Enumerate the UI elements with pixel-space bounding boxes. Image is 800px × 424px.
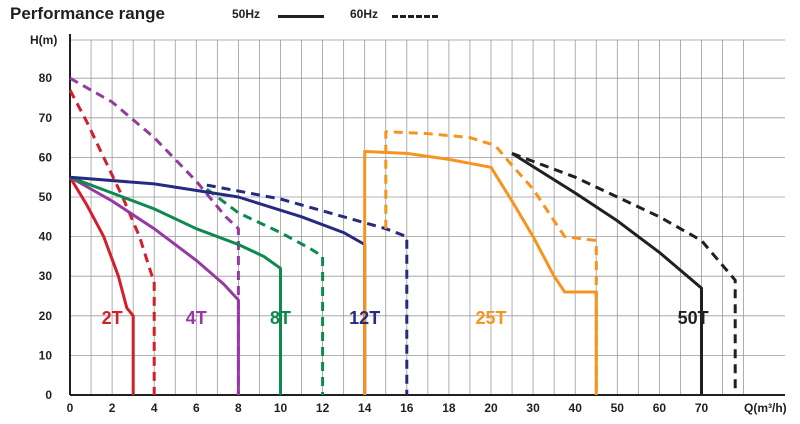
y-tick-label: 0 [45,388,52,402]
x-tick-label: 12 [316,401,330,415]
chart-title: Performance range [10,4,165,23]
x-tick-label: 30 [526,401,540,415]
y-tick-label: 80 [39,71,53,85]
legend-60hz-label: 60Hz [350,7,379,21]
chart-curves [68,76,737,395]
x-tick-label: 0 [67,401,74,415]
curve-2t-50hz [68,176,135,395]
curve-50t-60hz [511,151,737,395]
x-tick-label: 4 [151,401,158,415]
legend-50hz-solid-swatch [278,15,324,18]
curve-4t-50hz [69,175,240,395]
legend-50hz-label: 50Hz [232,7,261,21]
x-axis-title: Q(m³/h) [744,401,787,415]
y-axis-title: H(m) [30,33,57,47]
x-tick-label: 40 [569,401,583,415]
y-tick-label: 70 [39,111,53,125]
chart-axes: 0 10 20 30 40 50 60 70 80 0 2 4 6 8 10 12 14 16 18 20 30 40 50… [30,33,787,415]
legend-header: Performance range 50Hz 60Hz [0,0,800,30]
y-tick-label: 40 [39,230,53,244]
x-tick-label: 20 [484,401,498,415]
model-label-12t: 12T [349,308,380,328]
x-tick-label: 14 [358,401,372,415]
model-label-4t: 4T [186,308,207,328]
curve-4t-60hz [69,76,240,395]
x-tick-label: 10 [274,401,288,415]
curve-8t-60hz [205,187,325,395]
y-tick-label: 20 [39,309,53,323]
x-tick-label: 16 [400,401,414,415]
model-label-25t: 25T [475,308,506,328]
curve-25t-60hz [384,130,598,395]
y-tick-label: 50 [39,190,53,204]
curve-8t-50hz [69,175,282,395]
model-label-8t: 8T [270,308,291,328]
curve-2t-60hz [68,89,156,395]
chart-grid [70,39,785,395]
chart-model-labels: 2T 4T 8T 12T 25T 50T [102,308,709,328]
y-tick-label: 60 [39,150,53,164]
x-tick-label: 2 [109,401,116,415]
curve-12t-60hz [206,183,409,395]
x-tick-label: 18 [442,401,456,415]
model-label-50t: 50T [678,308,709,328]
x-tick-label: 8 [235,401,242,415]
y-tick-label: 10 [39,348,53,362]
curve-25t-50hz [363,150,598,395]
x-tick-label: 50 [611,401,625,415]
legend-60hz-dashed-swatch [392,15,438,18]
model-label-2t: 2T [102,308,123,328]
y-tick-label: 30 [39,269,53,283]
curve-50t-50hz [511,152,703,395]
x-tick-label: 6 [193,401,200,415]
x-tick-label: 60 [653,401,667,415]
x-tick-label: 70 [695,401,709,415]
